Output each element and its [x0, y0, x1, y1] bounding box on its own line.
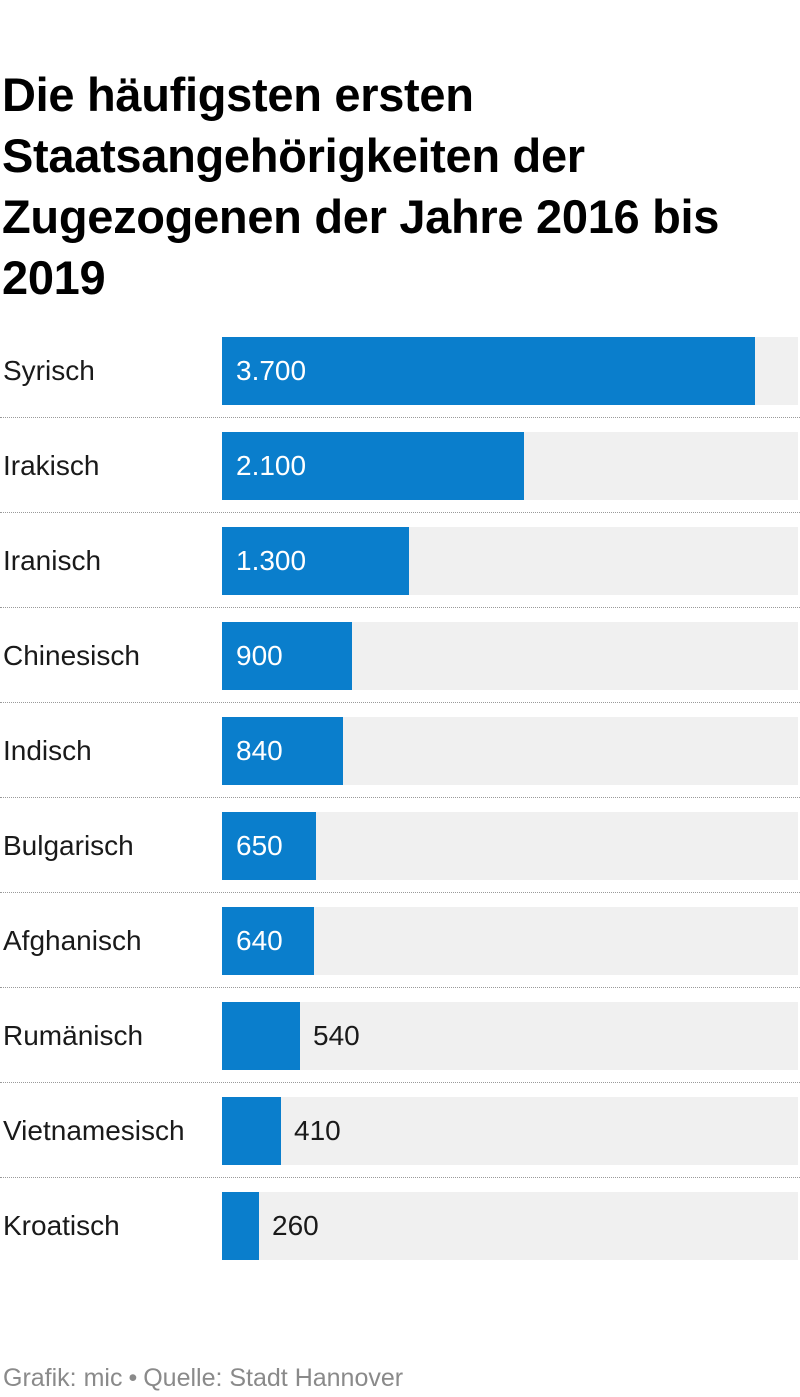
category-label: Kroatisch — [3, 1210, 120, 1241]
footer-credit: Grafik: mic — [3, 1364, 123, 1392]
bar-row: Rumänisch 540 — [0, 1002, 800, 1097]
row-divider — [0, 512, 800, 513]
chart-title: Die häufigsten ersten Staatsangehörigkei… — [2, 68, 720, 304]
bar — [222, 1097, 281, 1165]
bar-track: 410 — [222, 1097, 798, 1165]
category-label: Irakisch — [3, 450, 100, 481]
category-label: Rumänisch — [3, 1020, 144, 1051]
bar-value-label: 3.700 — [236, 355, 307, 386]
bar-value-label: 650 — [236, 830, 283, 861]
bar-value-label: 410 — [294, 1115, 341, 1146]
bar-row: Irakisch 2.100 — [0, 432, 800, 527]
row-divider — [0, 892, 800, 893]
row-divider — [0, 1177, 800, 1178]
bar-track: 260 — [222, 1192, 798, 1260]
category-label: Syrisch — [3, 355, 95, 386]
bar-row: Bulgarisch 650 — [0, 812, 800, 907]
bar — [222, 337, 755, 405]
row-divider — [0, 987, 800, 988]
bar-value-label: 1.300 — [236, 545, 307, 576]
bar — [222, 622, 352, 690]
bar — [222, 907, 314, 975]
category-label: Indisch — [3, 735, 92, 766]
bar-track: 540 — [222, 1002, 798, 1070]
bar-row: Syrisch 3.700 — [0, 337, 800, 432]
bar — [222, 527, 409, 595]
footer-separator: • — [128, 1364, 138, 1392]
bar-row: Indisch 840 — [0, 717, 800, 812]
bar-track: 3.700 — [222, 337, 798, 405]
bar-track: 1.300 — [222, 527, 798, 595]
row-divider — [0, 417, 800, 418]
bar-row: Kroatisch 260 — [0, 1192, 800, 1287]
bar — [222, 1002, 300, 1070]
bar — [222, 432, 524, 500]
bar — [222, 1192, 259, 1260]
bar-track: 2.100 — [222, 432, 798, 500]
bar-value-label: 260 — [272, 1210, 319, 1241]
bar — [222, 717, 343, 785]
bar-track: 900 — [222, 622, 798, 690]
bar — [222, 812, 316, 880]
bar-value-label: 2.100 — [236, 450, 307, 481]
footer-source: Quelle: Stadt Hannover — [143, 1364, 404, 1392]
bar-row: Chinesisch 900 — [0, 622, 800, 717]
category-label: Bulgarisch — [3, 830, 134, 861]
category-label: Vietnamesisch — [3, 1115, 185, 1146]
bar-row: Iranisch 1.300 — [0, 527, 800, 622]
row-divider — [0, 702, 800, 703]
bar-chart: Syrisch 3.700 Irakisch 2.100 Iranisch 1.300 Ch… — [0, 337, 800, 1267]
bar-row: Vietnamesisch 410 — [0, 1097, 800, 1192]
bar-track: 650 — [222, 812, 798, 880]
category-label: Chinesisch — [3, 640, 140, 671]
footer: Grafik: mic • Quelle: Stadt Hannover — [3, 1362, 403, 1394]
row-divider — [0, 1082, 800, 1083]
bar-track: 640 — [222, 907, 798, 975]
bar-value-label: 540 — [313, 1020, 360, 1051]
bar-track: 840 — [222, 717, 798, 785]
row-divider — [0, 607, 800, 608]
category-label: Afghanisch — [3, 925, 142, 956]
bar-value-label: 900 — [236, 640, 283, 671]
bar-value-label: 840 — [236, 735, 283, 766]
category-label: Iranisch — [3, 545, 102, 576]
bar-row: Afghanisch 640 — [0, 907, 800, 1002]
bar-value-label: 640 — [236, 925, 283, 956]
row-divider — [0, 797, 800, 798]
